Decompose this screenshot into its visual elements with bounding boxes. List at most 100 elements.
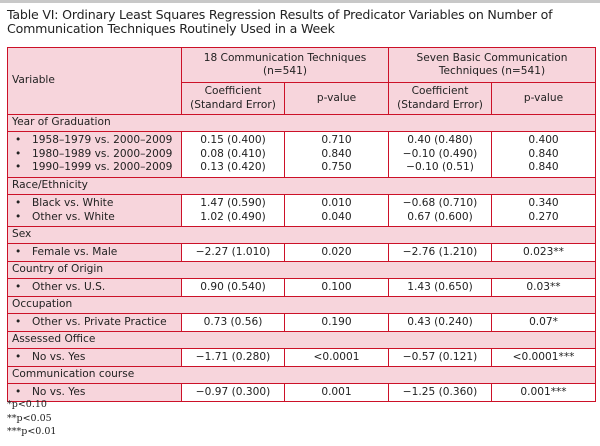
pval-seven-cell-value: <0.0001*** xyxy=(512,350,575,363)
pval-18-cell-value: 0.020 xyxy=(321,245,352,258)
coef-seven-cell-value: −0.68 (0.710) xyxy=(402,197,478,209)
pval-18-cell: 0.100 xyxy=(284,278,389,297)
bullet-icon: • xyxy=(15,161,22,174)
data-row: • Black vs. White • Other vs. White 1.47 (0.… xyxy=(7,194,597,227)
table-title: Table VI: Ordinary Least Squares Regress… xyxy=(7,7,553,36)
data-row: • No vs. Yes −1.71 (0.280) <0.0001 −0.57 (0.… xyxy=(7,348,597,367)
data-row: • Other vs. U.S. 0.90 (0.540) 0.100 1.43 (0.… xyxy=(7,278,597,297)
variable-cell: • Other vs. U.S. xyxy=(7,278,182,297)
pval-seven-cell-value: 0.07* xyxy=(529,315,558,328)
coef-18-cell: 0.73 (0.56) xyxy=(181,313,285,332)
coef-18-cell-value: 0.73 (0.56) xyxy=(203,315,263,328)
row-label: Other vs. White xyxy=(32,210,115,223)
pval-18-cell: 0.710 0.840 0.750 xyxy=(284,131,389,178)
pval-seven-cell-value: 0.001*** xyxy=(520,385,567,398)
pval-18-cell-value: 0.010 xyxy=(321,197,352,209)
pval-18-cell-value: 0.100 xyxy=(321,280,352,293)
coef-seven-cell: 0.40 (0.480) −0.10 (0.490) −0.10 (0.51) xyxy=(388,131,492,178)
pval-18-cell-value: 0.190 xyxy=(321,315,352,328)
bullet-icon: • xyxy=(15,385,22,398)
data-row: • 1958–1979 vs. 2000–2009 • 1980–1989 vs. 2… xyxy=(7,131,597,178)
row-label: 1958–1979 vs. 2000–2009 xyxy=(32,134,173,147)
bullet-icon: • xyxy=(15,210,22,223)
bullet-icon: • xyxy=(15,147,22,160)
footnote: *p<0.10 xyxy=(7,399,47,410)
section-row: Country of Origin xyxy=(6,261,597,279)
footnote: ***p<0.01 xyxy=(7,426,57,437)
section-label: Assessed Office xyxy=(6,331,597,349)
header-variable: Variable xyxy=(7,47,182,115)
regression-table: Variable 18 Communication Techniques (n=… xyxy=(6,47,597,402)
pval-seven-cell-value: 0.270 xyxy=(528,210,559,223)
coef-seven-cell-value: −2.76 (1.210) xyxy=(402,245,478,258)
bullet-icon: • xyxy=(15,315,22,328)
bullet-icon: • xyxy=(15,245,22,258)
pval-18-cell-value: 0.710 xyxy=(321,134,352,147)
pval-18-cell-value: 0.040 xyxy=(321,210,352,223)
pval-seven-cell-value: 0.840 xyxy=(528,147,559,160)
pval-18-cell-value: <0.0001 xyxy=(313,350,360,363)
coef-18-cell-value: −2.27 (1.010) xyxy=(195,245,271,258)
coef-seven-cell-value: 1.43 (0.650) xyxy=(407,280,473,293)
section-label: Sex xyxy=(6,226,597,244)
pval-18-cell: 0.020 xyxy=(284,243,389,262)
pval-seven-cell: 0.03** xyxy=(490,278,597,297)
coef-seven-cell: −0.68 (0.710) 0.67 (0.600) xyxy=(388,194,492,227)
pval-18-cell: 0.190 xyxy=(284,313,389,332)
coef-seven-cell: −0.57 (0.121) xyxy=(388,348,492,367)
row-label: 1980–1989 vs. 2000–2009 xyxy=(32,147,173,160)
bullet-icon: • xyxy=(15,134,22,147)
header-group-18: 18 Communication Techniques (n=541) xyxy=(181,47,389,83)
coef-18-cell-value: −1.71 (0.280) xyxy=(195,350,271,363)
data-row: • No vs. Yes −0.97 (0.300) 0.001 −1.25 (0.36… xyxy=(7,383,597,402)
coef-18-cell: 0.15 (0.400) 0.08 (0.410) 0.13 (0.420) xyxy=(181,131,285,178)
pval-18-cell: <0.0001 xyxy=(284,348,389,367)
header-pval-1: p-value xyxy=(284,82,389,115)
coef-seven-cell-value: 0.43 (0.240) xyxy=(407,315,473,328)
variable-cell: • Other vs. Private Practice xyxy=(7,313,182,332)
pval-seven-cell-value: 0.023** xyxy=(523,245,564,258)
footnotes: *p<0.10 **p<0.05 ***p<0.01 xyxy=(7,398,56,439)
section-label: Occupation xyxy=(6,296,597,314)
coef-18-cell: −1.71 (0.280) xyxy=(181,348,285,367)
coef-18-cell-value: 1.02 (0.490) xyxy=(200,210,266,223)
pval-seven-cell: 0.340 0.270 xyxy=(490,194,597,227)
coef-seven-cell: −1.25 (0.360) xyxy=(388,383,492,402)
coef-seven-cell: −2.76 (1.210) xyxy=(388,243,492,262)
coef-seven-cell-value: 0.40 (0.480) xyxy=(407,134,473,147)
variable-cell: • No vs. Yes xyxy=(7,348,182,367)
pval-seven-cell-value: 0.340 xyxy=(528,197,559,209)
coef-seven-cell-value: −0.57 (0.121) xyxy=(402,350,478,363)
section-label: Race/Ethnicity xyxy=(6,177,597,195)
pval-18-cell-value: 0.750 xyxy=(321,161,352,174)
coef-18-cell: 0.90 (0.540) xyxy=(181,278,285,297)
coef-seven-cell-value: 0.67 (0.600) xyxy=(407,210,473,223)
bullet-icon: • xyxy=(15,280,22,293)
coef-18-cell-value: −0.97 (0.300) xyxy=(195,385,271,398)
pval-18-cell: 0.001 xyxy=(284,383,389,402)
pval-seven-cell: <0.0001*** xyxy=(490,348,597,367)
row-label: Other vs. U.S. xyxy=(32,280,106,293)
pval-seven-cell-value: 0.840 xyxy=(528,161,559,174)
pval-18-cell-value: 0.840 xyxy=(321,147,352,160)
header-group-seven: Seven Basic Communication Techniques (n=… xyxy=(387,47,597,83)
section-label: Year of Graduation xyxy=(6,114,597,132)
coef-18-cell-value: 0.13 (0.420) xyxy=(200,161,266,174)
header-pval-2: p-value xyxy=(490,82,597,115)
footnote: **p<0.05 xyxy=(7,412,52,424)
coef-18-cell-value: 1.47 (0.590) xyxy=(200,197,266,209)
row-label: Black vs. White xyxy=(32,197,114,209)
section-label: Country of Origin xyxy=(6,261,597,279)
pval-seven-cell: 0.023** xyxy=(490,243,597,262)
data-row: • Female vs. Male −2.27 (1.010) 0.020 −2.76 … xyxy=(7,243,597,262)
coef-18-cell: −2.27 (1.010) xyxy=(181,243,285,262)
header-coef-1: Coefficient (Standard Error) xyxy=(181,82,285,115)
section-row: Race/Ethnicity xyxy=(6,177,597,195)
section-row: Year of Graduation xyxy=(6,114,597,132)
bullet-icon: • xyxy=(15,197,22,209)
row-label: 1990–1999 vs. 2000–2009 xyxy=(32,161,173,174)
row-label: No vs. Yes xyxy=(32,350,86,363)
variable-cell: • Black vs. White • Other vs. White xyxy=(7,194,182,227)
coef-seven-cell-value: −0.10 (0.51) xyxy=(406,161,474,174)
header-coef-2: Coefficient (Standard Error) xyxy=(388,82,492,115)
